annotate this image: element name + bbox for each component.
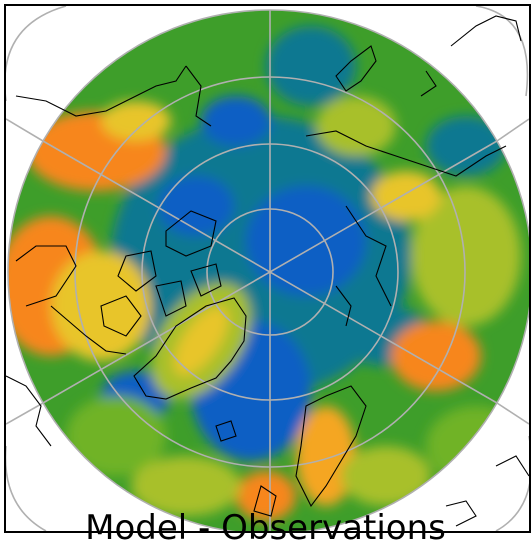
graticule bbox=[6, 6, 529, 531]
coastlines bbox=[6, 15, 529, 527]
anomaly-field bbox=[8, 10, 529, 531]
map-title: Model - Observations bbox=[85, 508, 446, 548]
polar-map bbox=[6, 6, 529, 531]
map-frame bbox=[4, 4, 531, 533]
